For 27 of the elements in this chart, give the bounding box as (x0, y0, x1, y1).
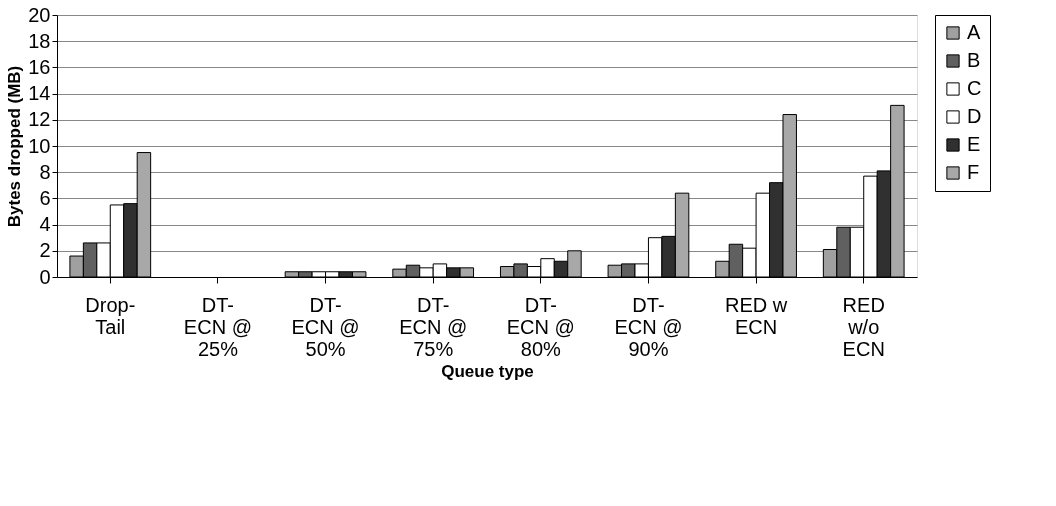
y-tick-label: 10 (28, 134, 51, 157)
y-tick-label: 14 (28, 82, 51, 105)
y-tick-label: 6 (39, 186, 51, 209)
x-axis-title: Queue type (441, 361, 534, 381)
x-tick-label: Drop-Tail (85, 293, 136, 338)
y-axis-title: Bytes dropped (MB) (5, 65, 25, 228)
y-tick-label: 8 (39, 160, 51, 183)
y-tick-label: 16 (28, 55, 51, 78)
y-tick-label: 12 (28, 108, 51, 131)
y-tick-label: 0 (39, 265, 51, 288)
legend-label: B (967, 49, 981, 71)
y-tick-label: 20 (28, 3, 51, 26)
x-tick-label: RED w ECN (724, 293, 788, 338)
x-tick-label: RED w/o ECN (842, 293, 885, 360)
x-tick-label: DT-ECN @ 75% (399, 293, 468, 360)
legend-label: D (967, 105, 982, 127)
legend-label: E (967, 133, 981, 155)
x-tick-label: DT-ECN @ 25% (183, 293, 252, 360)
y-tick-label: 4 (39, 213, 51, 236)
legend-label: F (967, 161, 980, 183)
y-tick-label: 2 (39, 239, 51, 262)
x-tick-label: DT-ECN @ 90% (614, 293, 683, 360)
x-tick-label: DT-ECN @ 80% (506, 293, 575, 360)
legend-label: C (967, 77, 982, 99)
y-tick-label: 18 (28, 29, 51, 52)
legend-label: A (967, 21, 981, 43)
x-tick-label: DT-ECN @ 50% (291, 293, 360, 360)
